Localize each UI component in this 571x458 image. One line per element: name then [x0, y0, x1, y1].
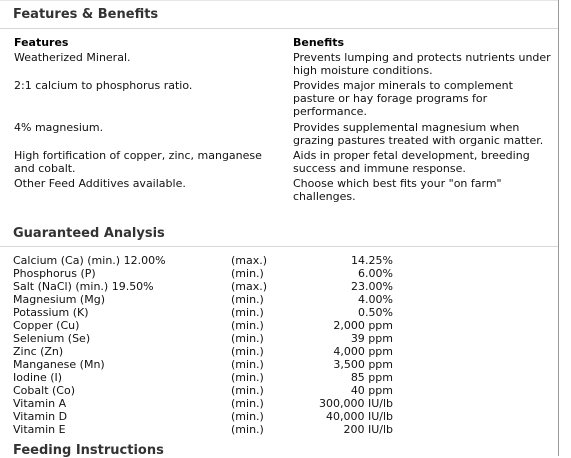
nutrient-name: Iodine (I)	[13, 371, 63, 384]
nutrient-name: Manganese (Mn)	[13, 358, 105, 371]
nutrient-name: Vitamin D	[13, 410, 68, 423]
nutrient-value: 200 IU/lb	[343, 423, 393, 436]
nutrient-qualifier: (max.)	[231, 280, 268, 293]
nutrient-name: Selenium (Se)	[13, 332, 91, 345]
analysis-row: Vitamin D (min.) 40,000 IU/lb	[13, 410, 413, 423]
nutrient-qualifier: (min.)	[231, 397, 264, 410]
nutrient-qualifier: (min.)	[231, 332, 264, 345]
analysis-row: Selenium (Se) (min.) 39 ppm	[13, 332, 413, 345]
nutrient-name: Copper (Cu)	[13, 319, 80, 332]
nutrient-qualifier: (min.)	[231, 384, 264, 397]
feeding-instructions-title: Feeding Instructions	[13, 443, 164, 458]
nutrient-value: 4.00%	[358, 293, 393, 306]
right-border	[558, 0, 559, 456]
nutrient-qualifier: (max.)	[231, 254, 268, 267]
analysis-row: Vitamin E (min.) 200 IU/lb	[13, 423, 413, 436]
feature-cell: Weatherized Mineral.	[14, 51, 131, 64]
nutrient-value: 85 ppm	[350, 371, 393, 384]
benefit-cell: Provides major minerals to complement pa…	[293, 79, 513, 118]
nutrient-name: Vitamin E	[13, 423, 66, 436]
analysis-row: Iodine (I) (min.) 85 ppm	[13, 371, 413, 384]
nutrient-value: 6.00%	[358, 267, 393, 280]
nutrient-value: 0.50%	[358, 306, 393, 319]
nutrient-qualifier: (min.)	[231, 410, 264, 423]
feature-cell: 2:1 calcium to phosphorus ratio.	[14, 79, 193, 92]
nutrient-qualifier: (min.)	[231, 319, 264, 332]
analysis-row: Copper (Cu) (min.) 2,000 ppm	[13, 319, 413, 332]
nutrient-value: 39 ppm	[350, 332, 393, 345]
nutrient-name: Magnesium (Mg)	[13, 293, 105, 306]
nutrient-value: 40 ppm	[350, 384, 393, 397]
analysis-row: Magnesium (Mg) (min.) 4.00%	[13, 293, 413, 306]
analysis-row: Cobalt (Co) (min.) 40 ppm	[13, 384, 413, 397]
nutrient-value: 23.00%	[351, 280, 393, 293]
nutrient-qualifier: (min.)	[231, 306, 264, 319]
top-border	[0, 0, 558, 1]
analysis-row: Salt (NaCl) (min.) 19.50% (max.) 23.00%	[13, 280, 413, 293]
benefit-cell: Prevents lumping and protects nutrients …	[293, 51, 551, 77]
analysis-row: Zinc (Zn) (min.) 4,000 ppm	[13, 345, 413, 358]
guaranteed-analysis-title: Guaranteed Analysis	[13, 226, 165, 241]
section-divider	[0, 246, 558, 247]
nutrient-value: 3,500 ppm	[333, 358, 393, 371]
features-benefits-title: Features & Benefits	[13, 7, 159, 22]
benefit-cell: Choose which best fits your "on farm" ch…	[293, 177, 502, 203]
nutrient-value: 40,000 IU/lb	[325, 410, 393, 423]
nutrient-name: Calcium (Ca) (min.) 12.00%	[13, 254, 166, 267]
nutrient-value: 2,000 ppm	[333, 319, 393, 332]
nutrient-qualifier: (min.)	[231, 358, 264, 371]
analysis-row: Phosphorus (P) (min.) 6.00%	[13, 267, 413, 280]
nutrient-qualifier: (min.)	[231, 345, 264, 358]
nutrient-name: Salt (NaCl) (min.) 19.50%	[13, 280, 154, 293]
analysis-row: Calcium (Ca) (min.) 12.00% (max.) 14.25%	[13, 254, 413, 267]
nutrient-qualifier: (min.)	[231, 371, 264, 384]
nutrient-qualifier: (min.)	[231, 293, 264, 306]
nutrient-name: Potassium (K)	[13, 306, 89, 319]
analysis-row: Vitamin A (min.) 300,000 IU/lb	[13, 397, 413, 410]
nutrient-name: Cobalt (Co)	[13, 384, 75, 397]
nutrient-value: 300,000 IU/lb	[318, 397, 393, 410]
feature-cell: Other Feed Additives available.	[14, 177, 186, 190]
feature-cell: 4% magnesium.	[14, 121, 104, 134]
benefit-cell: Provides supplemental magnesium when gra…	[293, 121, 544, 147]
benefit-cell: Aids in proper fetal development, breedi…	[293, 149, 530, 175]
nutrient-name: Phosphorus (P)	[13, 267, 96, 280]
feature-cell: High fortification of copper, zinc, mang…	[14, 149, 262, 175]
nutrient-name: Vitamin A	[13, 397, 67, 410]
nutrient-qualifier: (min.)	[231, 423, 264, 436]
nutrient-qualifier: (min.)	[231, 267, 264, 280]
nutrient-name: Zinc (Zn)	[13, 345, 64, 358]
nutrient-value: 4,000 ppm	[333, 345, 393, 358]
analysis-row: Manganese (Mn) (min.) 3,500 ppm	[13, 358, 413, 371]
features-header: Features	[14, 36, 69, 49]
analysis-row: Potassium (K) (min.) 0.50%	[13, 306, 413, 319]
benefits-header: Benefits	[293, 36, 345, 49]
section-divider	[0, 28, 558, 29]
nutrient-value: 14.25%	[351, 254, 393, 267]
